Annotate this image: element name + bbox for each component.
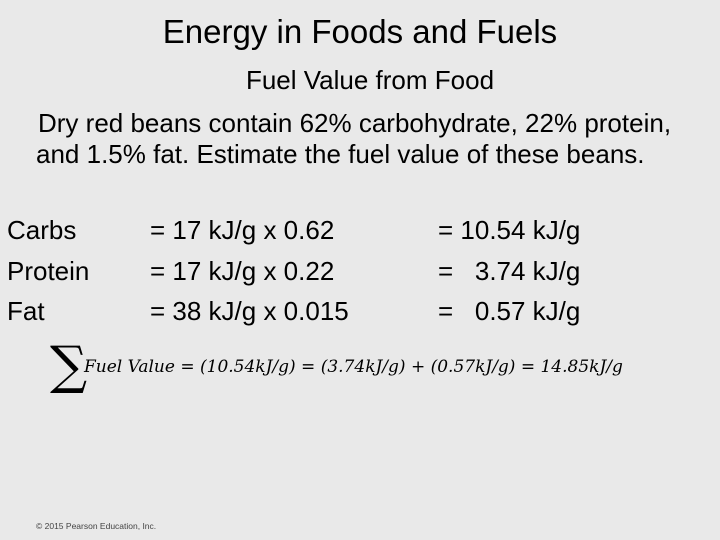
- nutrient-result: = 0.57 kJ/g: [438, 296, 581, 326]
- slide-subtitle: Fuel Value from Food: [245, 65, 495, 95]
- nutrient-label: Fat: [7, 296, 45, 326]
- slide-title: Energy in Foods and Fuels: [162, 13, 558, 50]
- nutrient-result: = 3.74 kJ/g: [438, 256, 581, 286]
- nutrient-calculation: = 38 kJ/g x 0.015: [150, 296, 349, 326]
- copyright-notice: © 2015 Pearson Education, Inc.: [36, 521, 157, 531]
- nutrient-row-carbs: Carbs = 17 kJ/g x 0.62 = 10.54 kJ/g: [0, 211, 720, 249]
- fuel-value-equation: ∑ Fuel Value = (10.54kJ/g) = (3.74kJ/g) …: [50, 336, 690, 396]
- equation-expression: Fuel Value = (10.54kJ/g) = (3.74kJ/g) + …: [84, 357, 623, 377]
- nutrient-row-protein: Protein = 17 kJ/g x 0.22 = 3.74 kJ/g: [0, 252, 720, 290]
- nutrient-row-fat: Fat = 38 kJ/g x 0.015 = 0.57 kJ/g: [0, 292, 720, 330]
- nutrient-calculation: = 17 kJ/g x 0.22: [150, 256, 335, 286]
- problem-statement: Dry red beans contain 62% carbohydrate, …: [36, 108, 672, 169]
- nutrient-result: = 10.54 kJ/g: [438, 215, 581, 245]
- nutrient-label: Carbs: [7, 215, 77, 245]
- nutrient-calculation: = 17 kJ/g x 0.62: [150, 215, 335, 245]
- nutrient-label: Protein: [7, 256, 90, 286]
- summation-symbol: ∑: [50, 336, 88, 396]
